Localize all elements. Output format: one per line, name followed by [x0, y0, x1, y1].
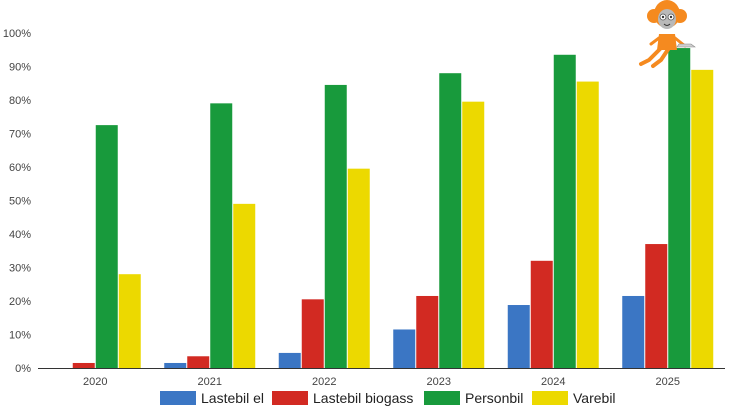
y-tick-label: 60%	[9, 162, 31, 174]
bar	[507, 305, 530, 368]
y-tick-label: 0%	[15, 363, 31, 375]
bar	[393, 329, 416, 368]
legend-label: Personbil	[465, 390, 523, 406]
y-tick-label: 90%	[9, 62, 31, 74]
y-axis: 0% 10% 20% 30% 40% 50% 60% 70% 80% 90% 100%	[3, 28, 31, 375]
legend-label: Lastebil el	[201, 390, 264, 406]
bar	[553, 54, 576, 369]
x-tick-label: 2024	[541, 376, 565, 388]
y-tick-label: 70%	[9, 129, 31, 141]
y-tick-label: 30%	[9, 263, 31, 275]
bar	[622, 295, 645, 368]
bar	[187, 356, 210, 368]
bars	[72, 48, 714, 369]
bar	[462, 101, 485, 369]
y-tick-label: 20%	[9, 296, 31, 308]
bar	[233, 203, 256, 368]
bar	[95, 125, 118, 368]
bar	[301, 299, 324, 368]
bar	[645, 244, 668, 368]
legend: Lastebil el Lastebil biogass Personbil Vare…	[160, 390, 616, 406]
legend-swatch	[532, 391, 568, 405]
y-tick-label: 40%	[9, 229, 31, 241]
legend-swatch	[424, 391, 460, 405]
y-tick-label: 100%	[3, 28, 31, 40]
legend-swatch	[160, 391, 196, 405]
bar	[210, 103, 233, 368]
bar	[576, 81, 599, 368]
legend-swatch	[272, 391, 308, 405]
bar	[72, 362, 95, 368]
bar	[118, 274, 141, 368]
y-tick-label: 80%	[9, 95, 31, 107]
x-tick-label: 2023	[427, 376, 451, 388]
bar	[416, 295, 439, 368]
bar	[347, 168, 370, 368]
bar	[530, 260, 553, 368]
bar	[164, 362, 187, 368]
bar	[324, 84, 347, 369]
bar	[691, 69, 714, 368]
mascot-icon	[639, 0, 696, 68]
legend-label: Lastebil biogass	[313, 390, 413, 406]
x-tick-label: 2022	[312, 376, 336, 388]
bar	[439, 73, 462, 368]
x-tick-label: 2025	[656, 376, 680, 388]
legend-label: Varebil	[573, 390, 616, 406]
x-tick-label: 2020	[83, 376, 107, 388]
bar	[668, 48, 691, 368]
y-tick-label: 50%	[9, 196, 31, 208]
x-axis: 2020 2021 2022 2023 2024 2025	[38, 368, 725, 388]
x-tick-label: 2021	[198, 376, 222, 388]
y-tick-label: 10%	[9, 330, 31, 342]
bar	[278, 352, 301, 368]
